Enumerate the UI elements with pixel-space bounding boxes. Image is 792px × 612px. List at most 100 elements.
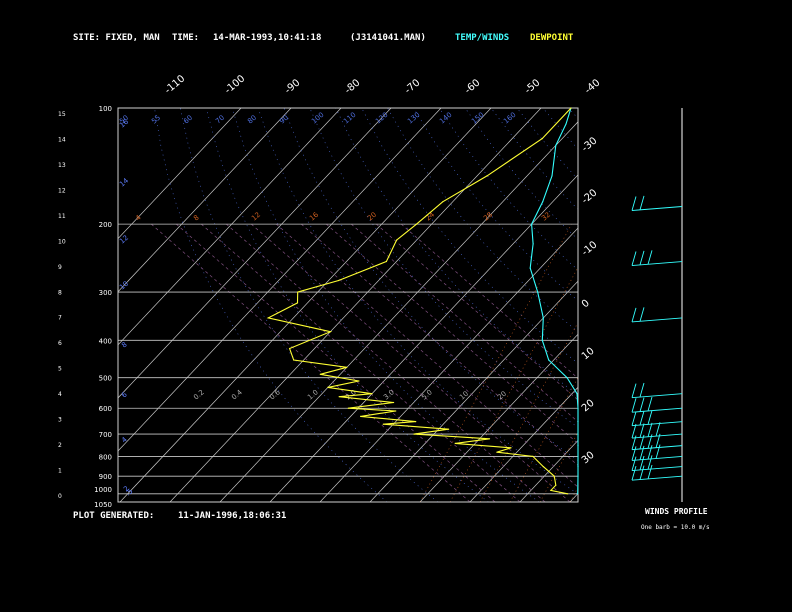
wind-barb-feather <box>647 250 653 265</box>
height-label: 10 <box>118 280 130 292</box>
height-tick-label: 2 <box>58 442 62 449</box>
wind-barb <box>631 433 683 451</box>
isotherm <box>620 108 792 502</box>
mixing-ratio-label: 28 <box>482 211 494 223</box>
temperature-point <box>576 393 578 395</box>
dry-adiabat <box>542 108 578 150</box>
wind-barb-feather <box>631 307 637 323</box>
pressure-tick-label: 700 <box>99 431 112 439</box>
wind-barb <box>631 464 683 481</box>
pressure-tick-label: 200 <box>99 221 112 229</box>
wind-barb-feather <box>655 444 661 459</box>
temperature-point <box>577 421 579 423</box>
dewpoint-point <box>448 428 450 430</box>
height-tick-label: 11 <box>58 213 66 220</box>
wind-barb <box>631 396 683 413</box>
dewpoint-point <box>338 279 340 282</box>
temperature-point <box>548 359 550 361</box>
mixing-ratio-line <box>479 321 578 502</box>
dewpoint-point <box>415 421 417 423</box>
temperature-point <box>577 493 579 495</box>
dewpoint-point <box>347 407 349 409</box>
pressure-tick-label: 300 <box>99 289 112 297</box>
temperature-point <box>577 455 579 457</box>
dry-adiabat <box>180 108 438 502</box>
height-label: 12 <box>118 234 130 246</box>
winds-profile-title: WINDS PROFILE <box>645 507 708 516</box>
pressure-tick-label: 600 <box>99 405 112 413</box>
wind-barb-feather <box>647 410 653 425</box>
wind-barb <box>631 422 683 439</box>
potential-temp-label: 80 <box>246 114 258 126</box>
isotherm <box>269 174 578 502</box>
wind-barb-feather <box>631 411 637 426</box>
wind-barb-feather <box>655 422 661 437</box>
wind-barb-feather <box>631 456 637 471</box>
isotherm-label-top: -110 <box>163 73 187 96</box>
wind-barb-feather <box>639 195 645 211</box>
isotherm <box>118 108 242 240</box>
lower-ratio-label: 20 <box>496 390 508 402</box>
dry-adiabat <box>438 108 578 271</box>
isotherm-label-top: -40 <box>583 77 603 96</box>
dewpoint-point <box>346 366 348 368</box>
wind-barb-shaft <box>631 466 683 472</box>
moist-adiabat <box>251 223 571 502</box>
dewpoint-line <box>266 107 572 495</box>
temperature-point <box>529 267 531 269</box>
height-label: 2 <box>122 485 131 494</box>
legend-dewpoint: DEWPOINT <box>530 33 574 43</box>
moist-adiabat <box>151 223 471 502</box>
temperature-point <box>542 317 544 319</box>
isotherm <box>118 108 292 293</box>
temperature-point <box>541 339 543 341</box>
moist-adiabat <box>376 223 578 401</box>
height-tick-label: 9 <box>58 264 62 271</box>
wind-barb <box>631 455 683 472</box>
mixing-ratio-label: 12 <box>250 211 262 223</box>
potential-temp-label: 150 <box>470 111 485 126</box>
height-tick-label: 7 <box>58 315 62 322</box>
potential-temp-label: 90 <box>278 114 290 126</box>
temperature-line <box>529 107 579 494</box>
dewpoint-point <box>541 138 543 140</box>
isotherm-label-top: -100 <box>223 73 247 96</box>
dry-adiabat <box>335 108 578 396</box>
wind-barb-feather <box>639 307 645 322</box>
dewpoint-point <box>496 451 498 453</box>
isotherm <box>569 492 578 502</box>
potential-temp-label: 130 <box>406 111 421 126</box>
pressure-tick-label: 500 <box>99 375 112 383</box>
wind-barb-feather <box>655 433 661 448</box>
temperature-point <box>555 144 557 146</box>
wind-barb <box>631 307 683 323</box>
wind-barb-feather <box>639 397 645 412</box>
mixing-ratio-line <box>539 431 578 502</box>
isotherm-label-top: -90 <box>283 77 303 96</box>
plot-generated-label: PLOT GENERATED: <box>73 511 155 521</box>
dry-adiabat <box>620 108 792 502</box>
file-name: (J3141041.MAN) <box>350 33 426 43</box>
isotherm-label-right: 0 <box>580 298 592 311</box>
lower-ratio-label: 0.6 <box>268 388 282 402</box>
height-tick-label: 8 <box>58 289 62 296</box>
isotherm-label-right: 30 <box>580 450 597 467</box>
wind-barb-feather <box>631 251 637 266</box>
temperature-point <box>577 445 579 447</box>
isotherm <box>118 108 342 346</box>
dewpoint-point <box>396 239 398 241</box>
isotherm <box>319 227 578 502</box>
height-tick-label: 1 <box>58 468 62 475</box>
wind-barb-feather <box>647 434 653 449</box>
isotherm-label-right: 20 <box>580 398 597 415</box>
lower-ratio-label: 0.2 <box>192 388 206 401</box>
dewpoint-point <box>413 433 415 435</box>
wind-barb-feather <box>631 196 637 211</box>
wind-barb-feather <box>647 464 653 480</box>
temperature-point <box>542 201 544 203</box>
height-tick-label: 5 <box>58 366 62 373</box>
moist-adiabat <box>326 223 578 445</box>
lower-ratio-label: 1.0 <box>306 388 320 401</box>
potential-temp-label: 160 <box>502 111 517 126</box>
pressure-tick-label: 900 <box>99 473 112 481</box>
